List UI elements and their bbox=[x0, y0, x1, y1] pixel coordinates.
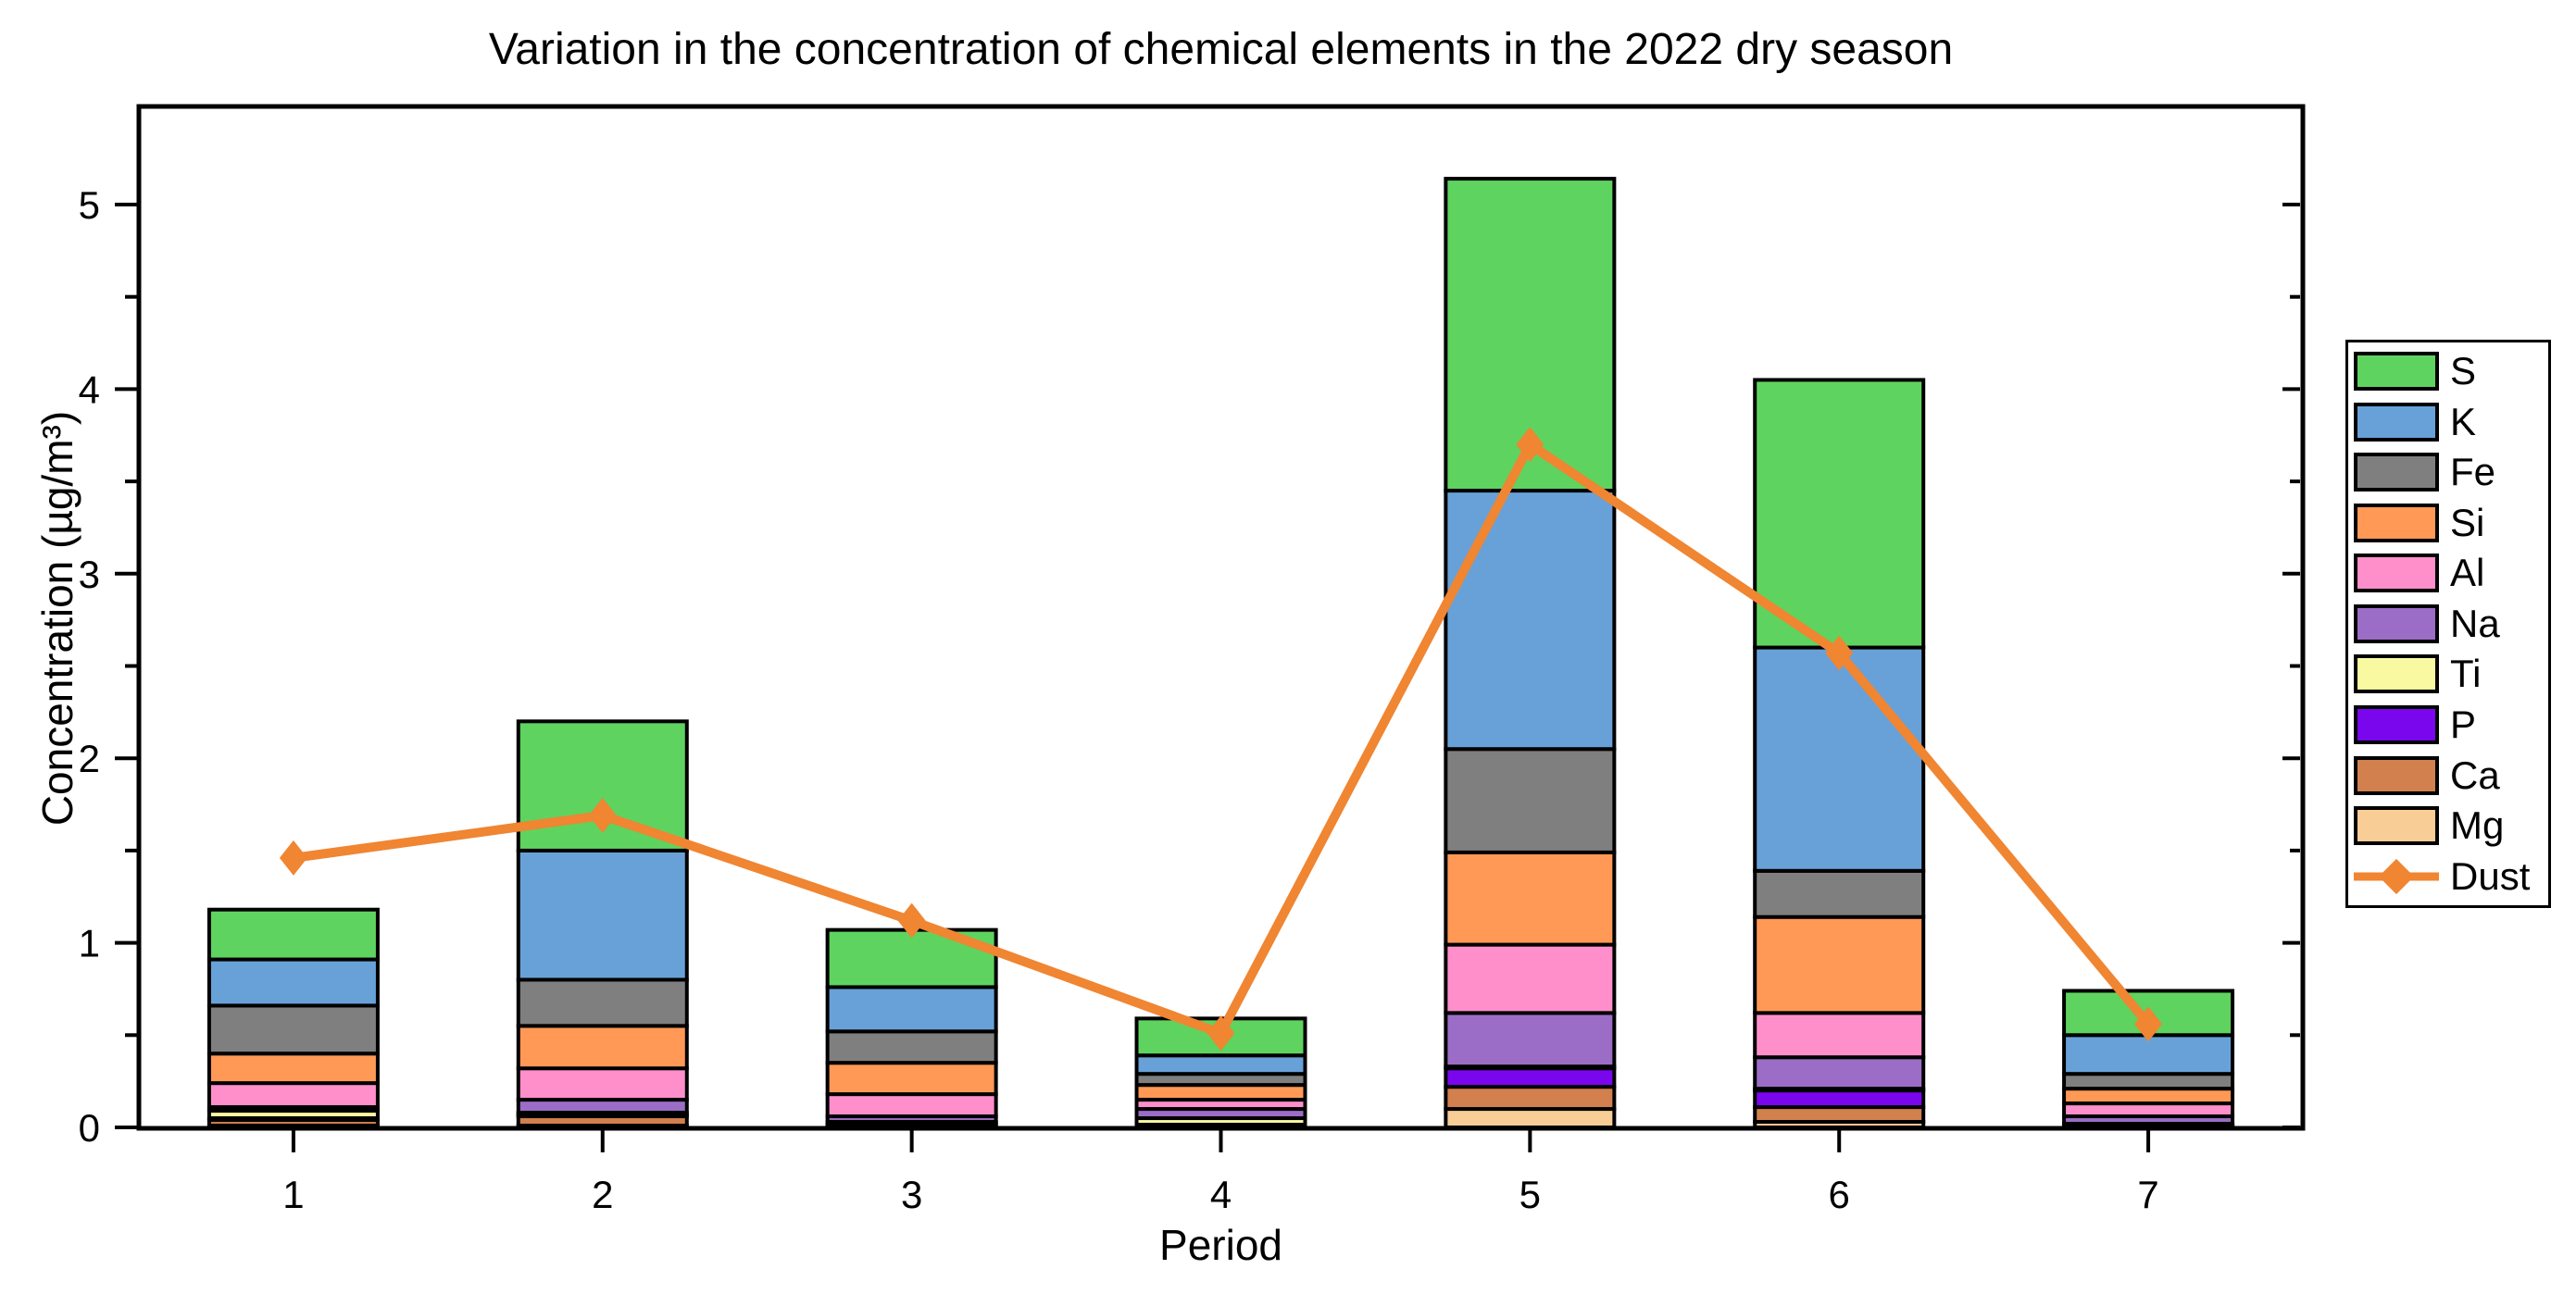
bar-segment-period6-P bbox=[1753, 1089, 1926, 1110]
bar-segment-period6-Na bbox=[1753, 1055, 1926, 1091]
dust-marker-period1 bbox=[279, 840, 307, 876]
legend-swatch-Ca bbox=[2354, 755, 2439, 795]
bar-segment-period5-K bbox=[1444, 489, 1617, 752]
bar-segment-period4-K bbox=[1134, 1053, 1307, 1076]
bar-segment-period6-Fe bbox=[1753, 868, 1926, 919]
legend-label-Ti: Ti bbox=[2450, 652, 2482, 696]
x-tick-label-1: 1 bbox=[282, 1173, 304, 1216]
y-tick-label-0: 0 bbox=[79, 1106, 100, 1150]
legend-label-K: K bbox=[2450, 399, 2477, 443]
dust-marker-period2 bbox=[588, 798, 617, 834]
bar-segment-period3-Si bbox=[825, 1061, 998, 1097]
legend-item-Mg: Mg bbox=[2354, 803, 2543, 849]
legend-line-swatch-dust bbox=[2354, 857, 2439, 896]
y-tick-label-3: 3 bbox=[79, 553, 100, 596]
legend-item-S: S bbox=[2354, 348, 2543, 394]
plot-frame bbox=[136, 104, 2306, 1131]
legend-swatch-Fe bbox=[2354, 453, 2439, 492]
legend-swatch-P bbox=[2354, 704, 2439, 744]
legend-item-Na: Na bbox=[2354, 601, 2543, 647]
bar-segment-period6-K bbox=[1753, 645, 1926, 873]
bar-segment-period5-Fe bbox=[1444, 747, 1617, 854]
x-axis-title: Period bbox=[1159, 1221, 1282, 1269]
bar-segment-period7-Fe bbox=[2062, 1072, 2235, 1091]
dust-marker-period3 bbox=[897, 902, 926, 939]
bar-segment-period1-Fe bbox=[206, 1003, 380, 1056]
legend-label-Si: Si bbox=[2450, 500, 2485, 544]
bar-segment-period1-Si bbox=[206, 1051, 380, 1086]
legend-item-Fe: Fe bbox=[2354, 449, 2543, 495]
bar-segment-period2-Al bbox=[516, 1066, 689, 1102]
dust-marker-period7 bbox=[2134, 1006, 2163, 1042]
dust-marker-period6 bbox=[1825, 635, 1854, 671]
bar-segment-period6-Al bbox=[1753, 1011, 1926, 1060]
legend-label-Dust: Dust bbox=[2450, 853, 2531, 898]
bar-segment-period2-Si bbox=[516, 1024, 689, 1071]
bar-segment-period3-Al bbox=[825, 1092, 998, 1119]
bar-segment-period4-Si bbox=[1134, 1083, 1307, 1102]
bar-segment-period5-Si bbox=[1444, 850, 1617, 947]
legend-swatch-K bbox=[2354, 402, 2439, 442]
legend-label-Al: Al bbox=[2450, 551, 2485, 595]
y-tick-label-2: 2 bbox=[79, 737, 100, 780]
legend-label-Fe: Fe bbox=[2450, 450, 2496, 494]
legend-swatch-Al bbox=[2354, 554, 2439, 593]
legend-item-Dust: Dust bbox=[2354, 853, 2543, 900]
bar-segment-period1-Al bbox=[206, 1081, 380, 1110]
legend-item-Ca: Ca bbox=[2354, 753, 2543, 799]
bar-segment-period6-Si bbox=[1753, 915, 1926, 1015]
bar-segment-period3-Fe bbox=[825, 1029, 998, 1065]
bar-segment-period7-Si bbox=[2062, 1087, 2235, 1106]
bar-segment-period1-K bbox=[206, 957, 380, 1008]
legend-label-P: P bbox=[2450, 702, 2477, 746]
legend-item-K: K bbox=[2354, 399, 2543, 445]
x-tick-label-3: 3 bbox=[901, 1173, 922, 1216]
bar-segment-period6-S bbox=[1753, 378, 1926, 650]
x-tick-label-7: 7 bbox=[2137, 1173, 2158, 1216]
legend-item-Si: Si bbox=[2354, 500, 2543, 546]
bar-segment-period5-P bbox=[1444, 1066, 1617, 1089]
y-tick-label-1: 1 bbox=[79, 922, 100, 965]
legend-label-Mg: Mg bbox=[2450, 803, 2505, 848]
bar-segment-period6-Ca bbox=[1753, 1105, 1926, 1125]
legend-item-Ti: Ti bbox=[2354, 651, 2543, 697]
legend-item-Al: Al bbox=[2354, 550, 2543, 596]
legend-item-P: P bbox=[2354, 702, 2543, 748]
bar-segment-period2-Fe bbox=[516, 977, 689, 1028]
legend-label-Ca: Ca bbox=[2450, 753, 2500, 797]
bar-segment-period2-K bbox=[516, 848, 689, 982]
x-tick-label-4: 4 bbox=[1210, 1173, 1232, 1216]
dust-marker-period4 bbox=[1207, 1015, 1235, 1051]
bar-segment-period2-Na bbox=[516, 1098, 689, 1115]
bar-segment-period5-Ca bbox=[1444, 1085, 1617, 1112]
legend-swatch-Ti bbox=[2354, 654, 2439, 694]
bar-segment-period5-Na bbox=[1444, 1011, 1617, 1069]
x-tick-label-6: 6 bbox=[1829, 1173, 1850, 1216]
y-tick-label-4: 4 bbox=[79, 367, 100, 411]
legend-label-Na: Na bbox=[2450, 601, 2500, 645]
bar-segment-period7-Al bbox=[2062, 1101, 2235, 1119]
x-tick-label-2: 2 bbox=[592, 1173, 613, 1216]
legend-swatch-Na bbox=[2354, 603, 2439, 643]
bar-segment-period5-Al bbox=[1444, 942, 1617, 1015]
x-tick-label-5: 5 bbox=[1519, 1173, 1541, 1216]
legend: S K Fe Si Al Na Ti P Ca Mg Dust bbox=[2345, 340, 2551, 908]
bar-segment-period5-Mg bbox=[1444, 1107, 1617, 1130]
legend-swatch-Si bbox=[2354, 503, 2439, 542]
bar-segment-period1-S bbox=[206, 907, 380, 962]
legend-swatch-Mg bbox=[2354, 806, 2439, 846]
bar-segment-period3-K bbox=[825, 985, 998, 1034]
dust-diamond-icon bbox=[2378, 858, 2415, 894]
legend-swatch-S bbox=[2354, 352, 2439, 392]
y-tick-label-5: 5 bbox=[79, 183, 100, 227]
chart-title: Variation in the concentration of chemic… bbox=[488, 25, 1954, 74]
dust-marker-period5 bbox=[1516, 427, 1544, 463]
legend-label-S: S bbox=[2450, 349, 2477, 393]
